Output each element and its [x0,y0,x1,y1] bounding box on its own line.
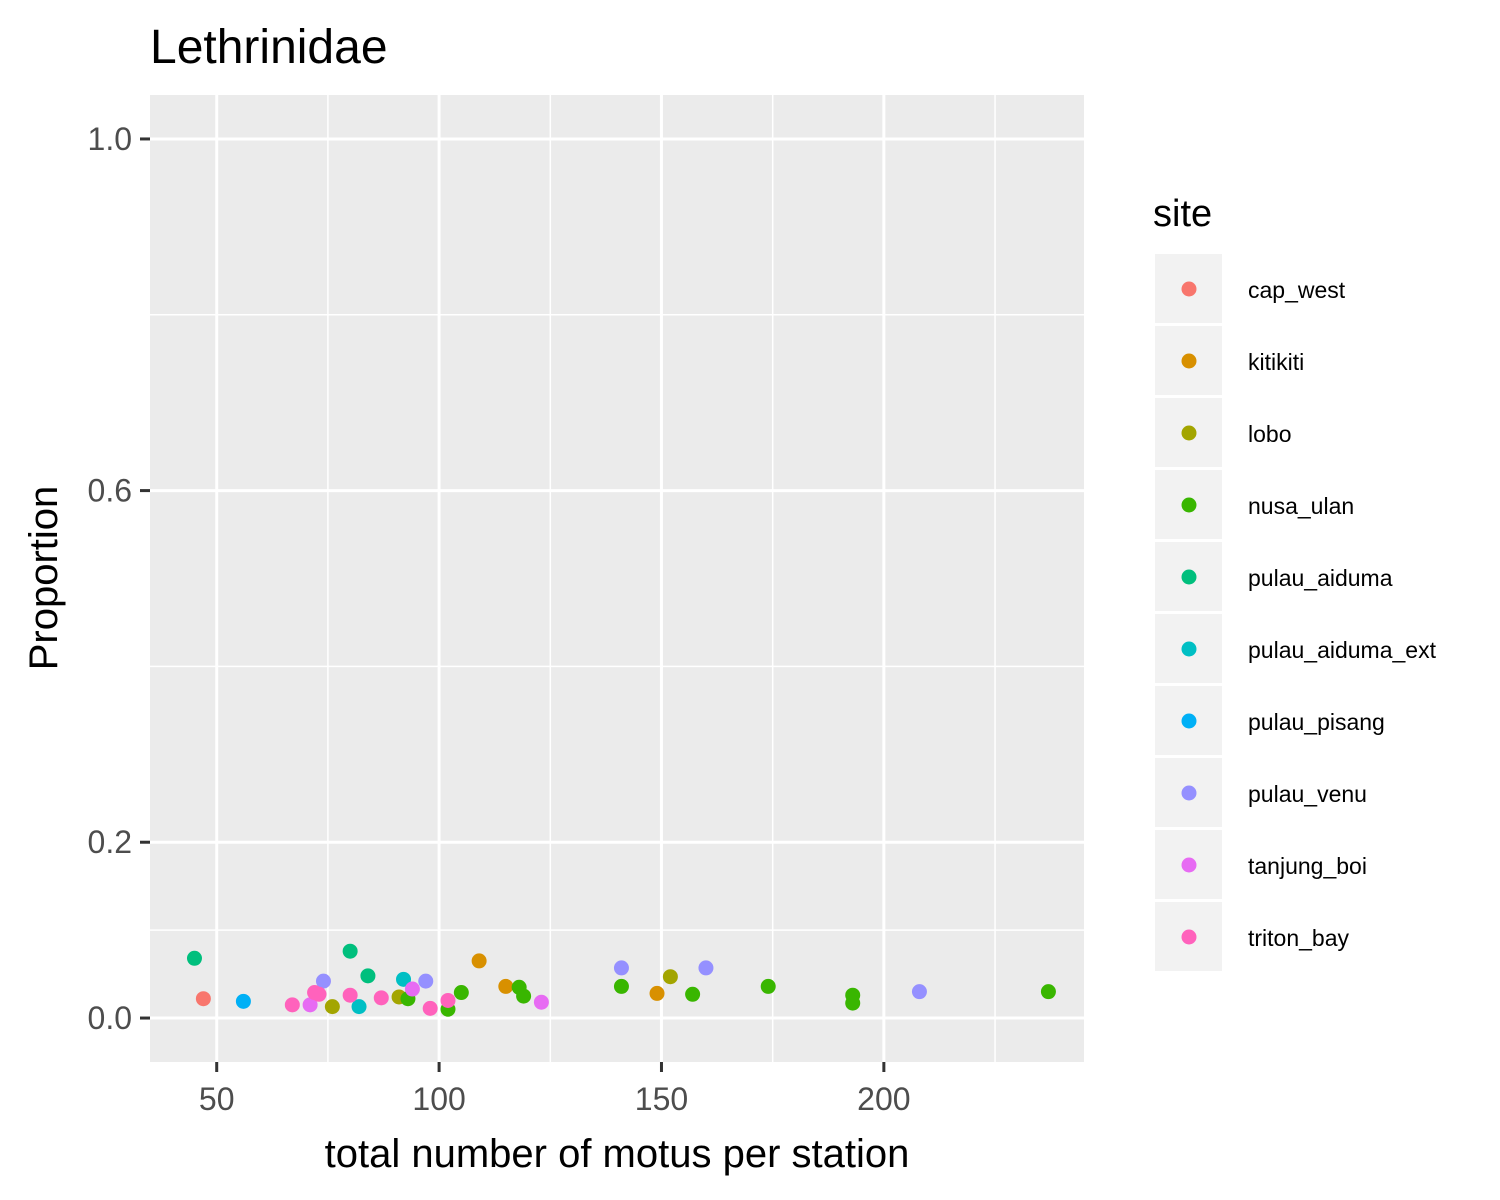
legend-label: kitikiti [1248,349,1304,375]
data-point-cap-west [195,991,211,1007]
data-point-nusa-ulan [685,986,701,1002]
legend-swatch [1181,929,1197,945]
plot-panel [150,95,1084,1062]
x-tick-label: 100 [412,1081,465,1117]
data-point-pulau-venu [613,960,629,976]
data-point-tanjung-boi [404,981,420,997]
legend-label: pulau_pisang [1248,709,1385,735]
data-point-kitikiti [498,978,514,994]
y-tick-label: 0.6 [88,473,132,509]
legend-swatch [1181,713,1197,729]
data-point-tanjung-boi [533,994,549,1010]
x-tick-label: 150 [635,1081,688,1117]
data-point-pulau-pisang [235,993,251,1009]
data-point-kitikiti [471,953,487,969]
y-tick-label: 1.0 [88,121,132,157]
data-point-triton-bay [342,987,358,1003]
data-point-pulau-venu [698,960,714,976]
data-point-pulau-aiduma-ext [351,999,367,1015]
data-point-lobo [324,999,340,1015]
minor-gridlines [150,95,1084,1062]
data-point-triton-bay [440,992,456,1008]
major-gridlines [150,95,1084,1062]
legend-label: cap_west [1248,277,1346,303]
data-point-pulau-aiduma [342,943,358,959]
data-point-triton-bay [311,986,327,1002]
data-point-tanjung-boi [302,997,318,1013]
data-point-nusa-ulan [1040,984,1056,1000]
legend-swatch [1181,785,1197,801]
data-point-nusa-ulan [760,978,776,994]
data-points [186,943,1056,1017]
legend-swatch [1181,857,1197,873]
legend-swatch [1181,497,1197,513]
data-point-nusa-ulan [613,978,629,994]
legend-swatch [1181,569,1197,585]
legend-swatch [1181,281,1197,297]
data-point-lobo [662,969,678,985]
data-point-triton-bay [373,990,389,1006]
data-point-triton-bay [422,1000,438,1016]
legend-label: lobo [1248,421,1291,447]
y-tick-label: 0.2 [88,824,132,860]
data-point-pulau-venu [911,984,927,1000]
legend-items: cap_west kitikiti lobo nusa_ulan pulau_aidum… [1155,254,1437,971]
legend-label: triton_bay [1248,925,1350,951]
legend-title: site [1153,193,1212,235]
legend: site cap_west kitikiti lobo nusa_ulan pulau_… [1153,193,1437,971]
legend-label: pulau_aiduma [1248,565,1393,591]
x-axis: 50 100 150 200 [199,1062,911,1117]
y-tick-label: 0.0 [88,1000,132,1036]
y-axis: 0.0 0.2 0.6 1.0 [88,121,150,1036]
data-point-kitikiti [649,985,665,1001]
legend-swatch [1181,425,1197,441]
data-point-pulau-aiduma-ext [396,971,412,987]
y-axis-title: Proportion [22,486,66,671]
legend-label: pulau_aiduma_ext [1248,637,1437,663]
legend-label: tanjung_boi [1248,853,1367,879]
data-point-triton-bay [284,997,300,1013]
x-tick-label: 200 [857,1081,910,1117]
legend-label: pulau_venu [1248,781,1367,807]
legend-swatch [1181,641,1197,657]
data-point-pulau-aiduma [360,968,376,984]
data-point-nusa-ulan [845,995,861,1011]
x-tick-label: 50 [199,1081,235,1117]
legend-label: nusa_ulan [1248,493,1354,519]
x-axis-title: total number of motus per station [325,1132,910,1176]
chart-title: Lethrinidae [150,21,388,74]
data-point-pulau-aiduma [186,950,202,966]
legend-swatch [1181,353,1197,369]
data-point-nusa-ulan [453,985,469,1001]
data-point-pulau-venu [315,973,331,989]
data-point-nusa-ulan [516,988,532,1004]
data-point-pulau-venu [418,973,434,989]
